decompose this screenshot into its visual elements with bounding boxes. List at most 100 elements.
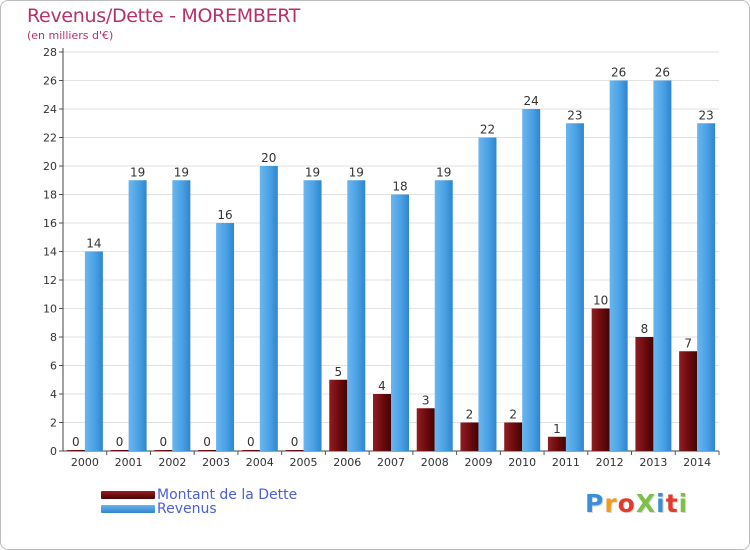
- data-label-revenus: 23: [698, 108, 713, 122]
- x-tick-label: 2007: [377, 456, 405, 469]
- data-label-revenus: 26: [655, 66, 670, 80]
- data-label-dette: 0: [291, 435, 299, 449]
- bar-dette: [154, 450, 173, 451]
- x-tick-label: 2009: [464, 456, 492, 469]
- data-label-dette: 4: [378, 379, 386, 393]
- bar-dette: [110, 450, 129, 451]
- proxiti-logo: ProXiti: [585, 489, 688, 518]
- data-label-revenus: 19: [349, 165, 364, 179]
- bar-dette: [547, 436, 566, 451]
- data-label-revenus: 23: [567, 108, 582, 122]
- bar-dette: [635, 337, 654, 451]
- x-tick-label: 2005: [290, 456, 318, 469]
- data-label-revenus: 19: [436, 165, 451, 179]
- x-tick-label: 2014: [683, 456, 711, 469]
- data-label-dette: 0: [247, 435, 255, 449]
- y-tick-label: 4: [50, 388, 57, 401]
- bar-dette: [416, 408, 435, 451]
- bar-dette: [198, 450, 217, 451]
- bar-revenus: [565, 123, 584, 451]
- bar-revenus: [216, 223, 235, 451]
- data-label-revenus: 22: [480, 123, 495, 137]
- bar-dette: [329, 379, 348, 451]
- legend-label-dette: Montant de la Dette: [157, 487, 298, 503]
- y-tick-label: 26: [43, 75, 57, 88]
- bar-dette: [285, 450, 304, 451]
- y-tick-label: 24: [43, 103, 57, 116]
- x-tick-label: 2002: [158, 456, 186, 469]
- x-tick-label: 2003: [202, 456, 230, 469]
- bar-revenus: [259, 166, 278, 451]
- data-label-dette: 2: [466, 408, 474, 422]
- x-tick-label: 2004: [246, 456, 274, 469]
- data-label-dette: 8: [641, 322, 649, 336]
- logo-letter: P: [585, 489, 605, 518]
- y-tick-label: 28: [43, 46, 57, 59]
- data-label-revenus: 14: [86, 237, 101, 251]
- data-label-dette: 0: [160, 435, 168, 449]
- y-tick-label: 16: [43, 217, 57, 230]
- data-label-dette: 7: [684, 336, 692, 350]
- bar-dette: [504, 422, 523, 451]
- logo-letter: o: [617, 489, 636, 518]
- data-label-revenus: 16: [217, 208, 232, 222]
- data-label-revenus: 20: [261, 151, 276, 165]
- x-tick-label: 2000: [71, 456, 99, 469]
- y-tick-label: 20: [43, 160, 57, 173]
- logo-letter: i: [678, 489, 689, 518]
- bar-revenus: [172, 180, 191, 451]
- bar-revenus: [522, 109, 541, 451]
- bar-dette: [460, 422, 479, 451]
- data-label-revenus: 19: [174, 165, 189, 179]
- data-label-dette: 10: [593, 294, 608, 308]
- x-tick-label: 2012: [596, 456, 624, 469]
- bar-revenus: [609, 80, 628, 451]
- x-tick-label: 2011: [552, 456, 580, 469]
- data-label-dette: 1: [553, 422, 561, 436]
- bar-revenus: [697, 123, 716, 451]
- legend-swatch-revenus: [101, 505, 155, 513]
- data-label-dette: 2: [509, 408, 517, 422]
- bar-dette: [679, 351, 698, 451]
- data-label-dette: 3: [422, 393, 430, 407]
- bar-revenus: [391, 194, 409, 451]
- logo-letter: t: [665, 489, 679, 518]
- y-tick-label: 2: [50, 417, 57, 430]
- bar-revenus: [653, 80, 672, 451]
- x-tick-label: 2006: [333, 456, 361, 469]
- y-tick-label: 22: [43, 132, 57, 145]
- y-tick-label: 0: [50, 445, 57, 458]
- logo-letter: i: [656, 489, 666, 518]
- logo-letter: X: [635, 489, 657, 518]
- bar-revenus: [347, 180, 366, 451]
- y-tick-label: 12: [43, 274, 57, 287]
- bar-dette: [591, 308, 610, 451]
- y-tick-label: 6: [50, 360, 57, 373]
- y-tick-label: 8: [50, 331, 57, 344]
- bar-revenus: [84, 251, 103, 451]
- data-label-dette: 0: [203, 435, 211, 449]
- bar-revenus: [434, 180, 453, 451]
- bar-dette: [241, 450, 260, 451]
- logo-letter: r: [604, 489, 618, 518]
- x-tick-label: 2010: [508, 456, 536, 469]
- legend-item-revenus: Revenus: [101, 501, 217, 517]
- bar-revenus: [303, 180, 322, 451]
- legend-label-revenus: Revenus: [157, 501, 217, 517]
- bar-dette: [66, 450, 85, 451]
- data-label-revenus: 19: [305, 165, 320, 179]
- legend-item-dette: Montant de la Dette: [101, 487, 298, 503]
- x-tick-label: 2008: [421, 456, 449, 469]
- bar-revenus: [128, 180, 147, 451]
- chart-title: Revenus/Dette - MOREMBERT: [27, 5, 301, 27]
- data-label-revenus: 19: [130, 165, 145, 179]
- bar-dette: [373, 394, 391, 451]
- data-label-revenus: 18: [392, 180, 407, 194]
- data-label-dette: 0: [116, 435, 124, 449]
- x-tick-label: 2013: [639, 456, 667, 469]
- data-label-revenus: 26: [611, 66, 626, 80]
- legend-swatch-dette: [101, 491, 155, 499]
- y-tick-label: 18: [43, 189, 57, 202]
